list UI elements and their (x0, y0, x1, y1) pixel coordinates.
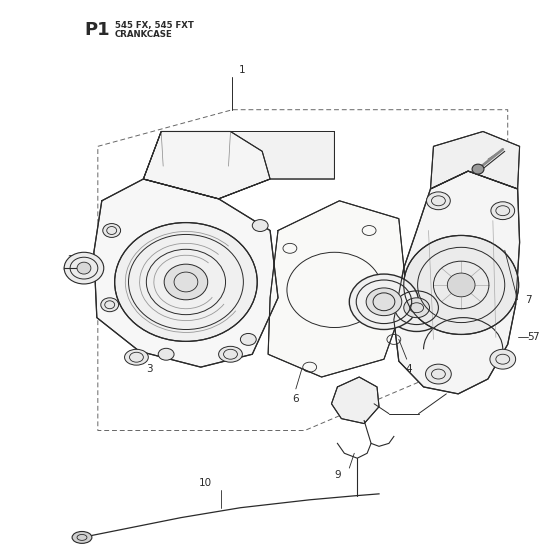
Ellipse shape (366, 288, 402, 316)
Ellipse shape (101, 298, 119, 312)
Text: 4: 4 (405, 364, 412, 374)
Polygon shape (431, 132, 520, 189)
Ellipse shape (387, 284, 446, 332)
Text: 5: 5 (528, 333, 534, 342)
Text: 6: 6 (292, 394, 299, 404)
Ellipse shape (404, 235, 519, 334)
Text: 10: 10 (199, 478, 212, 488)
Text: 545 FX, 545 FXT: 545 FX, 545 FXT (115, 21, 194, 30)
Polygon shape (143, 132, 270, 199)
Polygon shape (94, 179, 278, 367)
Text: 3: 3 (146, 364, 153, 374)
Ellipse shape (404, 298, 430, 318)
Polygon shape (394, 171, 520, 394)
Ellipse shape (164, 264, 208, 300)
Ellipse shape (252, 220, 268, 231)
Ellipse shape (447, 273, 475, 297)
Text: 7: 7 (525, 295, 532, 305)
Text: 1: 1 (239, 65, 245, 75)
Polygon shape (143, 132, 334, 199)
Ellipse shape (77, 262, 91, 274)
Ellipse shape (491, 202, 515, 220)
Text: 2: 2 (67, 255, 73, 265)
Ellipse shape (426, 364, 451, 384)
Ellipse shape (124, 349, 148, 365)
Ellipse shape (158, 348, 174, 360)
Text: P1: P1 (84, 21, 110, 39)
Text: 7: 7 (533, 333, 539, 342)
Ellipse shape (472, 164, 484, 174)
Text: 9: 9 (334, 470, 340, 480)
Polygon shape (332, 377, 379, 423)
Ellipse shape (490, 349, 516, 369)
Ellipse shape (218, 346, 242, 362)
Ellipse shape (349, 274, 419, 329)
Ellipse shape (115, 222, 257, 342)
Polygon shape (268, 201, 407, 377)
Ellipse shape (72, 531, 92, 543)
Ellipse shape (64, 252, 104, 284)
Ellipse shape (103, 223, 120, 237)
Ellipse shape (427, 192, 450, 209)
Ellipse shape (240, 333, 256, 346)
Text: CRANKCASE: CRANKCASE (115, 30, 172, 39)
